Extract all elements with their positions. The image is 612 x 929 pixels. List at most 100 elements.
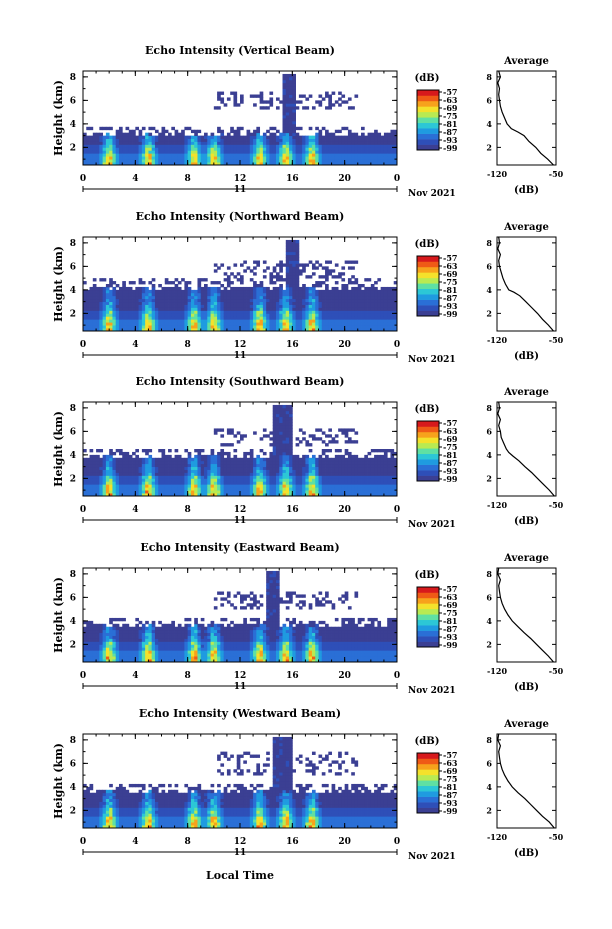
heatmap-cell	[351, 440, 355, 444]
heatmap-cell	[161, 484, 166, 488]
heatmap-cell	[298, 484, 303, 488]
heatmap-cell	[207, 475, 211, 479]
heatmap-cell	[279, 407, 283, 412]
heatmap-cell	[390, 153, 395, 157]
heatmap-cell	[295, 298, 300, 303]
heatmap-cell	[220, 144, 225, 148]
heatmap-cell	[292, 141, 296, 145]
heatmap-cell	[92, 490, 97, 494]
heatmap-cell	[374, 147, 378, 151]
heatmap-cell	[240, 322, 244, 326]
heatmap-cell	[318, 328, 323, 332]
heatmap-cell	[266, 301, 270, 305]
heatmap-cell	[393, 319, 398, 323]
heatmap-cell	[279, 425, 283, 429]
heatmap-cell	[197, 278, 202, 282]
heatmap-cell	[86, 307, 90, 311]
heatmap-cell	[380, 472, 385, 476]
heatmap-cell	[217, 487, 221, 491]
heatmap-cell	[367, 325, 372, 329]
heatmap-cell	[325, 269, 329, 273]
heatmap-cell	[253, 304, 257, 308]
heatmap-cell	[213, 159, 218, 163]
heatmap-cell	[135, 295, 139, 300]
heatmap-cell	[151, 295, 156, 300]
heatmap-cell	[370, 310, 375, 314]
heatmap-cell	[89, 298, 94, 303]
y-tick-label: 6	[70, 427, 76, 437]
heatmap-cell	[112, 469, 117, 473]
heatmap-cell	[292, 328, 296, 332]
heatmap-cell	[305, 304, 310, 308]
heatmap-cell	[374, 463, 378, 468]
colorbar-swatch	[417, 299, 439, 306]
heatmap-cell	[311, 434, 316, 438]
heatmap-cell	[308, 147, 313, 151]
heatmap-cell	[361, 292, 365, 297]
heatmap-cell	[96, 159, 100, 163]
heatmap-cell	[207, 159, 211, 163]
heatmap-cell	[83, 322, 87, 326]
heatmap-cell	[259, 316, 264, 320]
heatmap-cell	[393, 325, 398, 329]
heatmap-cell	[181, 129, 185, 134]
heatmap-cell	[233, 153, 238, 157]
heatmap-cell	[325, 481, 329, 485]
heatmap-cell	[387, 307, 391, 311]
heatmap-cell	[109, 466, 113, 470]
heatmap-cell	[302, 156, 306, 160]
heatmap-cell	[338, 475, 342, 479]
heatmap-cell	[285, 292, 290, 297]
heatmap-cell	[96, 325, 100, 329]
heatmap-cell	[105, 484, 110, 488]
heatmap-cell	[135, 325, 139, 329]
heatmap-cell	[351, 156, 355, 160]
profile-frame	[496, 70, 557, 166]
heatmap-cell	[331, 463, 336, 468]
heatmap-cell	[135, 292, 139, 297]
heatmap-cell	[200, 493, 205, 497]
heatmap-cell	[344, 440, 349, 444]
heatmap-cell	[334, 292, 339, 297]
heatmap-cells	[83, 404, 398, 497]
heatmap-cell	[351, 325, 355, 329]
heatmap-cell	[308, 304, 313, 308]
heatmap-cell	[226, 319, 231, 323]
heatmap-cell	[331, 103, 336, 107]
heatmap-cell	[338, 307, 342, 311]
colorbar-swatch	[417, 448, 439, 455]
heatmap-cell	[83, 281, 87, 285]
heatmap-cell	[272, 162, 277, 166]
heatmap-cell	[285, 73, 290, 78]
heatmap-cell	[321, 97, 326, 101]
heatmap-cell	[184, 126, 189, 131]
heatmap-cell	[269, 307, 274, 311]
heatmap-cell	[118, 490, 123, 494]
heatmap-cell	[285, 431, 290, 435]
heatmap-cell	[364, 493, 368, 497]
heatmap-cell	[138, 141, 143, 145]
heatmap-cell	[161, 481, 166, 485]
heatmap-cell	[344, 490, 349, 494]
heatmap-cell	[262, 319, 267, 323]
heatmap-cell	[328, 301, 332, 305]
heatmap-cell	[259, 94, 264, 98]
heatmap-cell	[331, 132, 336, 137]
heatmap-cell	[112, 301, 117, 305]
heatmap-cell	[115, 138, 120, 142]
heatmap-cell	[174, 138, 179, 142]
heatmap-cell	[243, 454, 247, 459]
heatmap-cell	[253, 481, 257, 485]
heatmap-cell	[194, 147, 198, 151]
heatmap-cell	[253, 493, 257, 497]
heatmap-cell	[109, 162, 113, 166]
y-tick-label: 2	[70, 309, 76, 319]
heatmap-cell	[148, 460, 153, 465]
heatmap-cell	[132, 478, 136, 482]
heatmap-cell	[253, 260, 257, 264]
heatmap-cell	[380, 481, 385, 485]
heatmap-cell	[226, 284, 231, 288]
heatmap-cell	[171, 484, 175, 488]
heatmap-cell	[122, 138, 126, 142]
heatmap-cell	[122, 162, 126, 166]
